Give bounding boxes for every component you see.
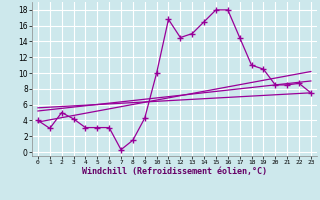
- X-axis label: Windchill (Refroidissement éolien,°C): Windchill (Refroidissement éolien,°C): [82, 167, 267, 176]
